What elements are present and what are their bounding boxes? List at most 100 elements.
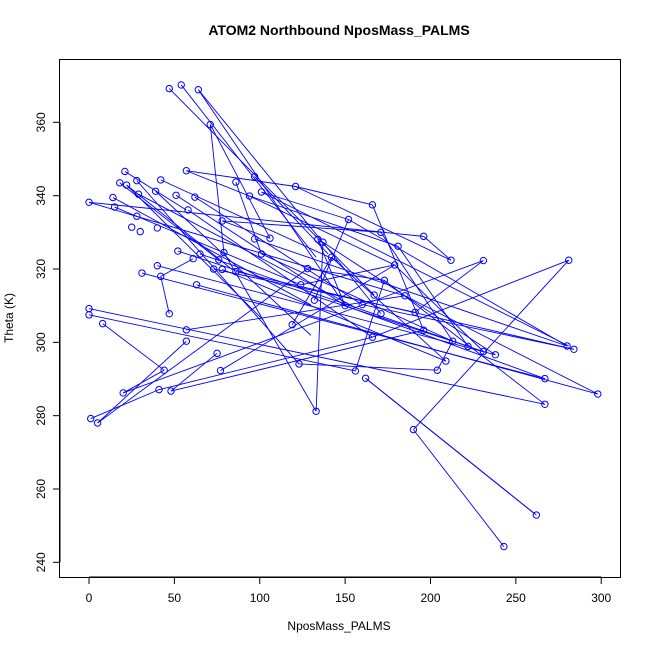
series-line-segment	[397, 246, 469, 347]
data-point	[182, 337, 191, 345]
series-line-segment	[126, 184, 233, 271]
data-point	[570, 345, 578, 353]
series-line-segment	[160, 276, 170, 314]
series-line-segment	[249, 195, 395, 266]
series-line-segment	[97, 268, 308, 424]
data-point	[390, 261, 399, 269]
data-point	[116, 179, 124, 187]
series-line-segment	[177, 250, 469, 347]
series-line-segment	[199, 253, 484, 352]
data-point	[209, 265, 218, 273]
data-point	[177, 81, 185, 89]
x-tick-label: 50	[168, 591, 182, 605]
y-axis-label: Theta (K)	[2, 293, 16, 343]
data-point	[594, 390, 602, 398]
data-point	[167, 387, 175, 395]
series-line-segment	[155, 190, 312, 336]
series-line-segment	[235, 271, 575, 350]
series-line-segment	[186, 295, 405, 331]
data-point	[541, 400, 549, 408]
series-line-segment	[307, 268, 385, 281]
series-line-segment	[254, 176, 329, 255]
series-line-segment	[194, 196, 363, 305]
data-point	[119, 389, 127, 397]
series-line-segment	[170, 329, 424, 392]
data-point	[447, 256, 455, 264]
series-line-segment	[88, 201, 406, 297]
series-line-segment	[196, 284, 598, 395]
data-point	[216, 366, 225, 375]
series-line-segment	[249, 195, 399, 247]
series-line-segment	[354, 280, 385, 372]
y-tick-label: 260	[34, 479, 48, 499]
data-point	[134, 190, 143, 198]
data-point	[257, 250, 266, 258]
data-point	[121, 167, 129, 176]
data-point	[358, 300, 366, 309]
series-line-segment	[180, 84, 317, 258]
data-point	[409, 425, 418, 434]
series-line-segment	[414, 260, 484, 313]
data-point	[479, 256, 488, 265]
data-point	[85, 198, 93, 206]
data-point	[361, 374, 370, 382]
data-point	[191, 193, 199, 201]
data-point	[232, 267, 240, 276]
data-point	[532, 511, 541, 519]
series-line-segment	[394, 264, 484, 352]
series-line-segment	[261, 253, 453, 342]
series-line-segment	[261, 191, 349, 220]
data-point	[341, 301, 349, 310]
data-point	[297, 281, 305, 289]
data-point	[153, 224, 162, 232]
data-point	[310, 296, 319, 304]
data-point	[192, 281, 201, 289]
y-tick-label: 320	[34, 259, 48, 279]
data-point	[344, 215, 353, 224]
data-point	[232, 178, 240, 186]
series-line-segment	[365, 377, 534, 513]
data-point	[133, 176, 141, 185]
series-line-segment	[160, 258, 194, 277]
series-line-segment	[235, 181, 262, 255]
data-point	[245, 192, 254, 200]
data-point	[479, 347, 488, 356]
x-tick-label: 100	[250, 591, 270, 605]
data-point	[136, 227, 144, 236]
data-point	[110, 203, 119, 211]
data-point	[157, 176, 165, 184]
series-line-segment	[122, 369, 165, 394]
data-points	[85, 81, 602, 551]
data-point	[133, 212, 141, 220]
x-tick-label: 0	[86, 591, 93, 605]
data-point	[419, 326, 428, 334]
series-line-segment	[404, 295, 599, 395]
series-line-segment	[384, 280, 546, 405]
data-point	[151, 187, 160, 195]
x-axis: 0 50 100 150 200 250 300	[86, 576, 612, 605]
x-tick-label: 250	[506, 591, 526, 605]
series-line-segment	[413, 259, 570, 430]
data-point	[165, 310, 173, 318]
series-line-segment	[119, 182, 220, 261]
data-point	[213, 349, 221, 358]
chart-title: ATOM2 Northbound NposMass_PALMS	[208, 22, 469, 38]
series-line-segment	[197, 89, 346, 306]
data-point	[215, 256, 223, 264]
data-point	[370, 291, 378, 299]
data-point	[448, 337, 457, 345]
data-point	[266, 234, 274, 242]
data-point	[394, 242, 402, 250]
data-point	[500, 542, 508, 551]
series-line-segment	[136, 180, 300, 365]
x-axis-label: NposMass_PALMS	[287, 619, 390, 633]
data-point	[368, 201, 377, 209]
data-point	[153, 262, 162, 270]
series-line-segment	[222, 220, 271, 239]
data-point	[442, 357, 450, 365]
data-point	[319, 238, 327, 246]
data-point	[401, 292, 409, 300]
series-line-segment	[331, 256, 447, 362]
